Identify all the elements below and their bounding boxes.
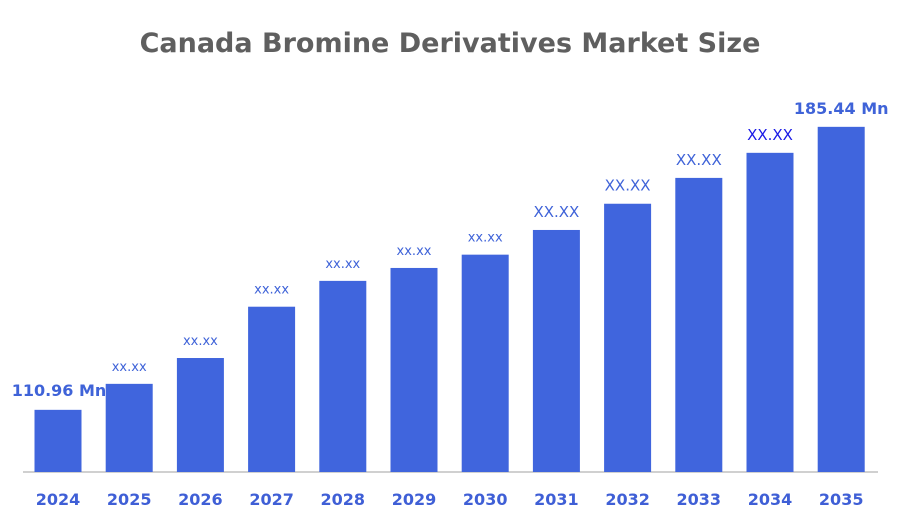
bar-2031 bbox=[532, 229, 580, 472]
x-tick-2031: 2031 bbox=[534, 490, 579, 509]
bar-2027 bbox=[248, 306, 296, 472]
x-tick-2035: 2035 bbox=[819, 490, 864, 509]
x-tick-2030: 2030 bbox=[463, 490, 508, 509]
data-label-2033: XX.XX bbox=[676, 151, 722, 169]
data-label-2035: 185.44 Mn bbox=[794, 99, 889, 118]
bar-2030 bbox=[461, 254, 509, 472]
bar-2035 bbox=[817, 126, 865, 472]
bar-2032 bbox=[604, 203, 652, 473]
x-tick-2034: 2034 bbox=[748, 490, 793, 509]
data-label-2031: XX.XX bbox=[533, 203, 579, 221]
x-tick-2025: 2025 bbox=[107, 490, 152, 509]
data-label-2034: XX.XX bbox=[747, 126, 793, 144]
x-tick-2024: 2024 bbox=[36, 490, 81, 509]
x-tick-2029: 2029 bbox=[392, 490, 437, 509]
data-label-2032: XX.XX bbox=[605, 177, 651, 195]
data-label-2029: xx.xx bbox=[397, 244, 432, 259]
data-label-2030: xx.xx bbox=[468, 231, 503, 246]
data-label-2024: 110.96 Mn bbox=[12, 381, 107, 400]
data-label-2026: xx.xx bbox=[183, 334, 218, 349]
x-tick-2028: 2028 bbox=[321, 490, 366, 509]
bar-2028 bbox=[319, 280, 367, 472]
bar-2034 bbox=[746, 152, 794, 472]
bar-2024 bbox=[34, 409, 82, 472]
bar-2026 bbox=[176, 358, 224, 472]
x-tick-2032: 2032 bbox=[605, 490, 650, 509]
x-tick-2026: 2026 bbox=[178, 490, 223, 509]
bar-2033 bbox=[675, 177, 723, 472]
bar-2029 bbox=[390, 267, 438, 472]
x-tick-2027: 2027 bbox=[249, 490, 294, 509]
data-label-2025: xx.xx bbox=[112, 360, 147, 375]
bar-2025 bbox=[105, 383, 153, 472]
chart-title: Canada Bromine Derivatives Market Size bbox=[140, 28, 761, 59]
data-label-2028: xx.xx bbox=[325, 257, 360, 272]
data-label-2027: xx.xx bbox=[254, 283, 289, 298]
x-tick-2033: 2033 bbox=[677, 490, 722, 509]
